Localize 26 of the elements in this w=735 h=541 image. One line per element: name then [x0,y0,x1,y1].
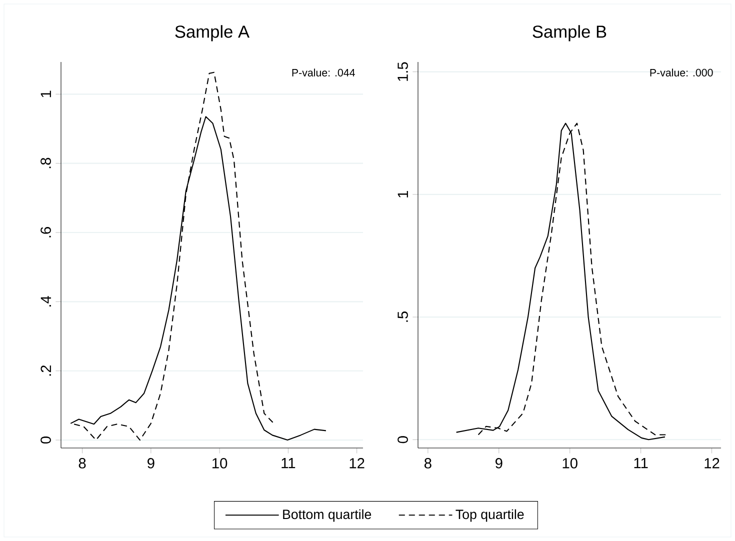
y-tick-label: .4 [40,296,51,306]
chart-title: Sample B [532,25,606,42]
y-tick-label: 0 [40,436,51,444]
y-tick-label: .8 [40,158,51,168]
y-tick-label: .6 [40,227,51,238]
x-tick-label: 11 [282,458,296,468]
y-tick-label: 0 [398,436,408,444]
y-tick-label: 1.5 [398,62,408,81]
legend-label: Bottom quartile [283,509,372,522]
x-tick-label: 8 [78,458,86,468]
annotation: P-value: .000 [650,68,713,76]
y-tick-label: .2 [40,365,51,376]
y-tick-label: 1 [40,90,51,98]
annotation: P-value: .044 [292,68,355,76]
legend-label: Top quartile [456,509,524,522]
x-tick-label: 11 [634,458,648,468]
y-tick-label: 1 [398,191,408,198]
x-tick-label: 8 [424,458,432,468]
x-tick-label: 12 [704,458,720,468]
x-tick-label: 9 [496,458,502,468]
x-tick-label: 10 [562,458,578,468]
x-tick-label: 10 [212,458,228,468]
y-tick-label: .5 [398,312,408,322]
chart-title: Sample A [175,25,250,42]
x-tick-label: 9 [148,458,154,468]
x-tick-label: 12 [350,458,364,468]
